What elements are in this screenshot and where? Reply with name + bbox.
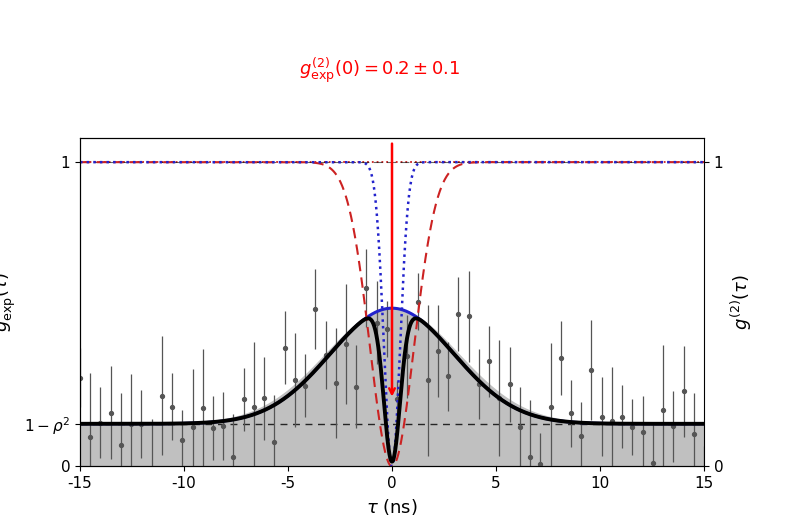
Text: $g_{\mathrm{exp}}^{(2)}(0)=0.2\pm 0.1$: $g_{\mathrm{exp}}^{(2)}(0)=0.2\pm 0.1$ [299, 56, 461, 85]
Y-axis label: $g^{(2)}(\tau)$: $g^{(2)}(\tau)$ [729, 274, 754, 330]
Y-axis label: $g_{\mathrm{exp}}^{(2)}(\tau)$: $g_{\mathrm{exp}}^{(2)}(\tau)$ [0, 272, 18, 332]
X-axis label: $\tau$ (ns): $\tau$ (ns) [366, 497, 418, 517]
